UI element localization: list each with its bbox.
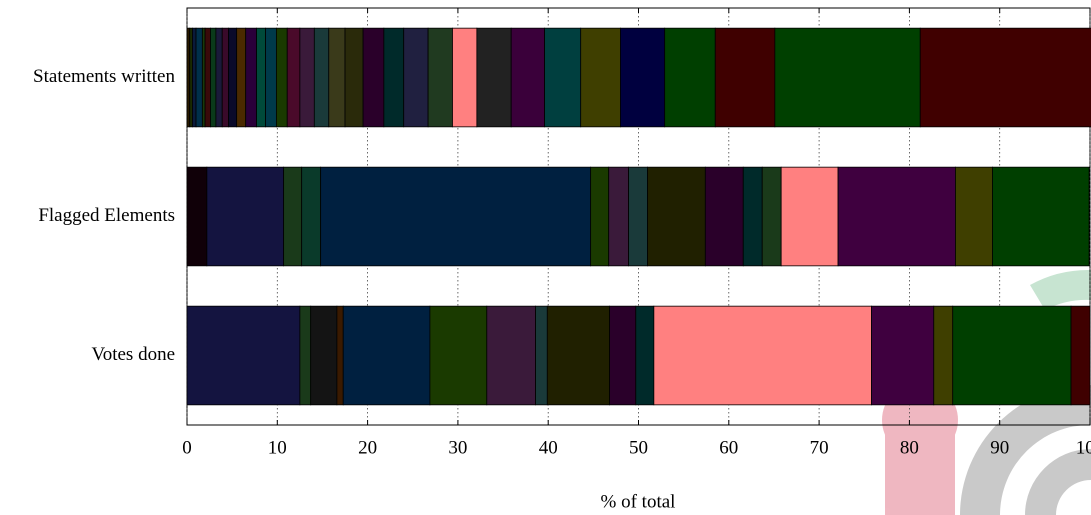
- decoration: [1025, 449, 1091, 515]
- bar-segment: [919, 27, 1091, 128]
- bar-segment: [647, 166, 706, 267]
- bar-segment: [299, 27, 315, 128]
- bar-segment: [195, 27, 203, 128]
- bar-segment: [201, 27, 206, 128]
- x-axis-label: % of total: [601, 491, 676, 512]
- bar-segment: [427, 27, 453, 128]
- bar-segment: [336, 305, 344, 406]
- bar-segment: [510, 27, 545, 128]
- bar-segment: [780, 166, 839, 267]
- bar-segment: [664, 27, 716, 128]
- bar-segment: [283, 166, 303, 267]
- y-tick-label: Flagged Elements: [38, 205, 175, 226]
- bar-segment: [301, 166, 322, 267]
- bar-segment: [192, 27, 197, 128]
- bar-segment: [186, 166, 208, 267]
- x-tick-label: 100: [1076, 437, 1091, 458]
- x-tick-label: 40: [539, 437, 558, 458]
- bar-segment: [362, 27, 385, 128]
- x-tick-label: 60: [719, 437, 738, 458]
- bar-segment: [342, 305, 431, 406]
- bar-segment: [215, 27, 223, 128]
- bar-segment: [628, 166, 648, 267]
- y-tick-label: Statements written: [33, 66, 175, 87]
- bar-segment: [320, 166, 592, 267]
- bar-segment: [580, 27, 621, 128]
- x-tick-label: 20: [358, 437, 377, 458]
- bar-segment: [761, 166, 782, 267]
- bar-segment: [546, 305, 611, 406]
- bar-segment: [403, 27, 429, 128]
- bar-segment: [313, 27, 330, 128]
- bar-segment: [186, 27, 191, 128]
- bar-segment: [871, 305, 935, 406]
- y-tick-label: Votes done: [91, 344, 175, 365]
- bar-segment: [344, 27, 364, 128]
- bar-segment: [210, 27, 217, 128]
- bar-segment: [955, 166, 993, 267]
- x-tick-label: 50: [629, 437, 648, 458]
- decoration: [960, 384, 1091, 515]
- bar-segment: [275, 27, 288, 128]
- bar-segment: [299, 305, 312, 406]
- bar-segment: [328, 27, 346, 128]
- x-tick-label: 10: [268, 437, 287, 458]
- bar-segment: [1070, 305, 1091, 406]
- bar-segment: [620, 27, 666, 128]
- bar-segment: [609, 305, 637, 406]
- x-tick-label: 90: [990, 437, 1009, 458]
- bar-segment: [286, 27, 301, 128]
- bar-segment: [535, 305, 548, 406]
- bar-segment: [608, 166, 629, 267]
- bar-segment: [236, 27, 247, 128]
- bar-segment: [206, 166, 285, 267]
- bar-segment: [429, 305, 488, 406]
- bar-segment: [189, 27, 193, 128]
- bar-segment: [635, 305, 655, 406]
- bar-segment: [653, 305, 872, 406]
- bar-segment: [452, 27, 478, 128]
- decoration: [1030, 269, 1091, 310]
- bar-segment: [221, 27, 229, 128]
- decoration: [885, 420, 955, 515]
- bar-segment: [952, 305, 1072, 406]
- bar-segment: [933, 305, 954, 406]
- bar-segment: [544, 27, 582, 128]
- bar-segment: [256, 27, 266, 128]
- x-tick-label: 70: [810, 437, 829, 458]
- bar-segment: [590, 166, 610, 267]
- bar-segment: [228, 27, 238, 128]
- x-tick-label: 80: [900, 437, 919, 458]
- bar-segment: [742, 166, 763, 267]
- bar-segment: [837, 166, 956, 267]
- bar-segment: [310, 305, 338, 406]
- bar-segment: [476, 27, 512, 128]
- bar-segment: [714, 27, 776, 128]
- bar-segment: [383, 27, 405, 128]
- bar-segment: [186, 305, 301, 406]
- bar-segment: [774, 27, 921, 128]
- bar-segment: [486, 305, 536, 406]
- bar-segment: [265, 27, 277, 128]
- bar-segment: [704, 166, 744, 267]
- bar-segment: [245, 27, 257, 128]
- bar-segment: [992, 166, 1090, 267]
- x-tick-label: 30: [448, 437, 467, 458]
- x-tick-label: 0: [182, 437, 192, 458]
- bar-segment: [204, 27, 211, 128]
